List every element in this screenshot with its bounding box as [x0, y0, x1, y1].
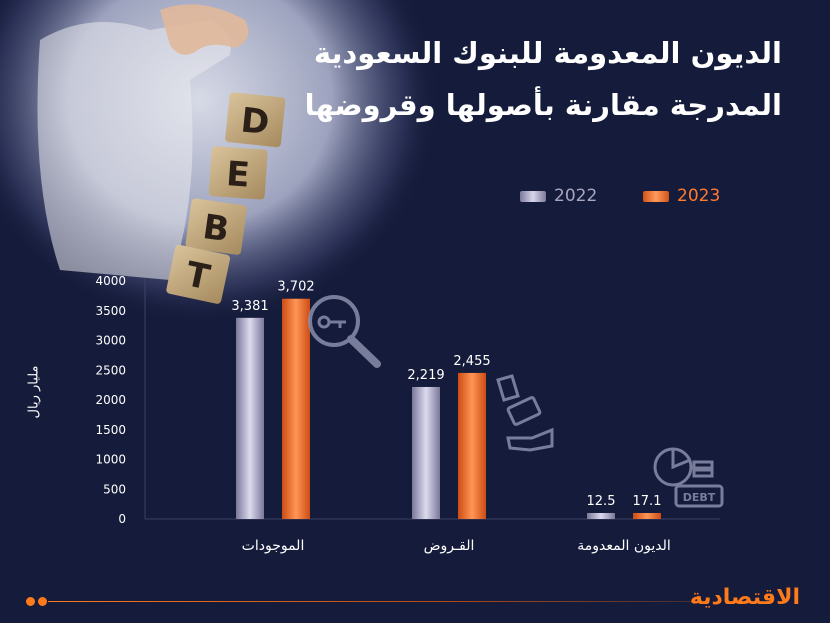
y-tick-label: 3000 — [95, 334, 126, 348]
hand-shape — [160, 4, 249, 55]
dot-icon — [38, 597, 47, 606]
y-tick-label: 2000 — [95, 393, 126, 407]
debt-chart-icon: DEBT — [653, 447, 724, 508]
block-letter: D — [239, 100, 271, 143]
dot-icon — [26, 597, 35, 606]
block-letter: E — [225, 154, 251, 196]
y-tick-label: 2500 — [95, 363, 126, 377]
bar-2022-1 — [412, 386, 440, 519]
bar-value-label: 2,455 — [453, 354, 490, 369]
y-axis-label: مليار ريال — [26, 365, 42, 419]
y-tick-label: 0 — [118, 512, 126, 526]
category-label-assets: الموجودات — [241, 538, 305, 554]
y-tick-label: 3500 — [95, 304, 126, 318]
bars-group — [236, 298, 661, 519]
magnifier-key-icon — [308, 295, 381, 368]
footer-divider — [48, 601, 698, 602]
bar-2023-1 — [458, 372, 486, 519]
y-tick-label: 500 — [103, 482, 126, 496]
bar-value-label: 12.5 — [587, 494, 616, 509]
footer-dots — [26, 597, 47, 606]
block-letter: B — [200, 207, 231, 250]
bar-2023-2 — [633, 513, 661, 519]
category-label-bad-debts: الديون المعدومة — [577, 538, 671, 554]
category-label-loans: القـروض — [423, 538, 475, 554]
legend-item-2022: 2022 — [520, 186, 597, 206]
bar-2022-0 — [236, 317, 264, 519]
legend-swatch-2022 — [520, 190, 546, 202]
debt-badge-text: DEBT — [683, 491, 716, 504]
bar-2023-0 — [282, 298, 310, 519]
legend-label-2023: 2023 — [677, 186, 721, 206]
y-tick-label: 1500 — [95, 423, 126, 437]
shirt-shape — [37, 20, 231, 280]
bar-labels-group: 3,381 2,219 12.5 3,702 2,455 17.1 — [231, 280, 661, 509]
legend-swatch-2023 — [643, 190, 669, 202]
page-title-line-2: المدرجة مقارنة بأصولها وقروضها — [304, 88, 782, 122]
y-axis-ticks: 0 500 1000 1500 2000 2500 3000 3500 4000 — [95, 274, 126, 526]
bar-value-label: 3,381 — [231, 299, 268, 314]
debt-blocks: D E B T — [166, 92, 286, 304]
bar-value-label: 17.1 — [633, 494, 662, 509]
y-tick-label: 4000 — [95, 274, 126, 288]
legend-label-2022: 2022 — [554, 186, 598, 206]
brand-logo: الاقتصادية — [689, 585, 800, 610]
legend-item-2023: 2023 — [643, 186, 720, 206]
y-tick-label: 1000 — [95, 453, 126, 467]
bar-2022-2 — [587, 513, 615, 519]
bar-value-label: 3,702 — [277, 280, 314, 295]
bar-value-label: 2,219 — [407, 368, 444, 383]
hero-illustration: D E B T — [0, 0, 440, 325]
page-title-line-1: الديون المعدومة للبنوك السعودية — [313, 36, 782, 70]
money-hand-icon — [496, 374, 554, 452]
